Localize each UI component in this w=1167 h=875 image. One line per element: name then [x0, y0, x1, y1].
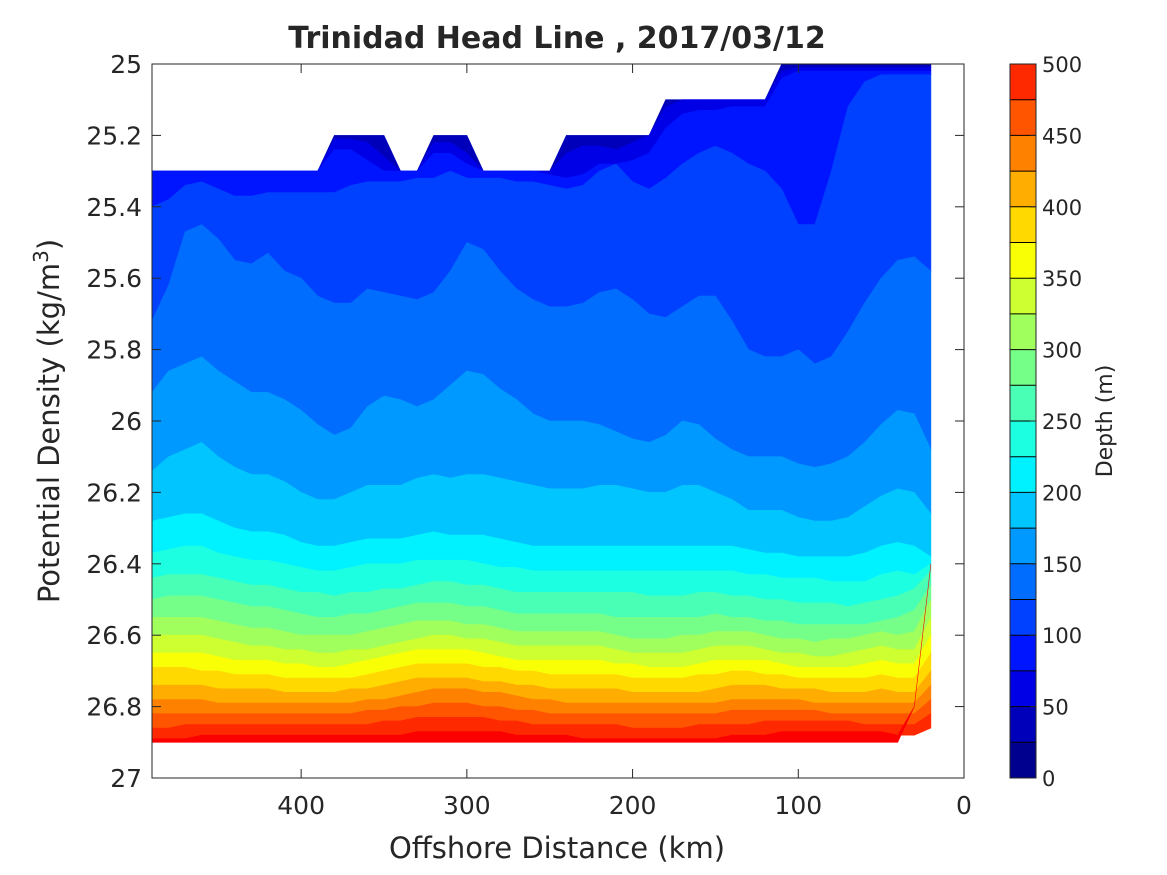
y-tick-label: 25.6	[86, 264, 142, 293]
colorbar-tick-label: 100	[1042, 624, 1082, 648]
y-tick-label: 25.2	[86, 121, 142, 150]
colorbar-bands	[1010, 64, 1036, 779]
y-tick-label: 25.8	[86, 336, 142, 365]
colorbar-tick-label: 150	[1042, 553, 1082, 577]
x-tick-label: 0	[956, 791, 972, 820]
colorbar-swatch	[1010, 385, 1036, 422]
colorbar-tick-label: 350	[1042, 267, 1082, 291]
y-tick-label: 25	[110, 50, 142, 79]
x-tick-label: 200	[609, 791, 657, 820]
colorbar-swatch	[1010, 171, 1036, 208]
colorbar-swatch	[1010, 206, 1036, 243]
colorbar-swatch	[1010, 563, 1036, 600]
contour-bands	[151, 63, 932, 743]
chart-title: Trinidad Head Line , 2017/03/12	[288, 21, 825, 56]
colorbar-tick-label: 50	[1042, 696, 1069, 720]
colorbar-swatch	[1010, 492, 1036, 529]
colorbar-swatch	[1010, 706, 1036, 743]
colorbar-swatch	[1010, 135, 1036, 172]
colorbar-ticks: 0 50 100 150 200 250 300 350 400 450 500	[1030, 53, 1082, 791]
colorbar-swatch	[1010, 99, 1036, 136]
colorbar-swatch	[1010, 313, 1036, 351]
x-axis-ticks: 400 300 200 100 0	[277, 64, 972, 820]
y-tick-label: 27	[110, 764, 142, 793]
contour-band-19	[151, 563, 932, 743]
colorbar-tick-label: 500	[1042, 53, 1082, 77]
colorbar-tick-label: 200	[1042, 481, 1082, 505]
colorbar-tick-label: 400	[1042, 196, 1082, 220]
y-tick-label: 25.4	[86, 193, 142, 222]
x-axis-label: Offshore Distance (km)	[389, 831, 725, 865]
colorbar-tick-label: 300	[1042, 339, 1082, 363]
y-axis-label-main: Potential Density (kg/m	[32, 263, 66, 603]
y-axis-ticks: 25 25.2 25.4 25.6 25.8 26 26.2 26.4 26.6 26.8 27	[86, 50, 964, 793]
x-tick-label: 100	[774, 791, 822, 820]
colorbar-swatch	[1010, 64, 1036, 101]
colorbar-swatch	[1010, 278, 1036, 315]
colorbar-swatch	[1010, 421, 1036, 458]
colorbar-swatch	[1010, 456, 1036, 493]
colorbar-swatch	[1010, 742, 1036, 779]
colorbar-swatch	[1010, 242, 1036, 279]
y-tick-label: 26	[110, 407, 142, 436]
y-axis-label-superscript: 3	[29, 250, 53, 263]
colorbar-swatch	[1010, 635, 1036, 672]
colorbar-swatch	[1010, 670, 1036, 708]
y-tick-label: 26.4	[86, 550, 142, 579]
colorbar: 0 50 100 150 200 250 300 350 400 450 500 Depth (m)	[1009, 53, 1118, 791]
colorbar-tick-label: 450	[1042, 124, 1082, 148]
colorbar-tick-label: 0	[1042, 767, 1055, 791]
plot-area: 25 25.2 25.4 25.6 25.8 26 26.2 26.4 26.6 26.8 27 4…	[86, 50, 972, 820]
x-tick-label: 400	[277, 791, 325, 820]
y-tick-label: 26.6	[86, 621, 142, 650]
colorbar-swatch	[1010, 528, 1036, 565]
colorbar-tick-label: 250	[1042, 410, 1082, 434]
colorbar-label: Depth (m)	[1093, 365, 1118, 478]
colorbar-swatch	[1010, 349, 1036, 386]
colorbar-swatch	[1010, 599, 1036, 636]
y-axis-label-close: )	[32, 239, 66, 250]
y-axis-label: Potential Density (kg/m3)	[29, 239, 66, 603]
y-tick-label: 26.2	[86, 478, 142, 507]
x-tick-label: 300	[443, 791, 491, 820]
y-tick-label: 26.8	[86, 693, 142, 722]
